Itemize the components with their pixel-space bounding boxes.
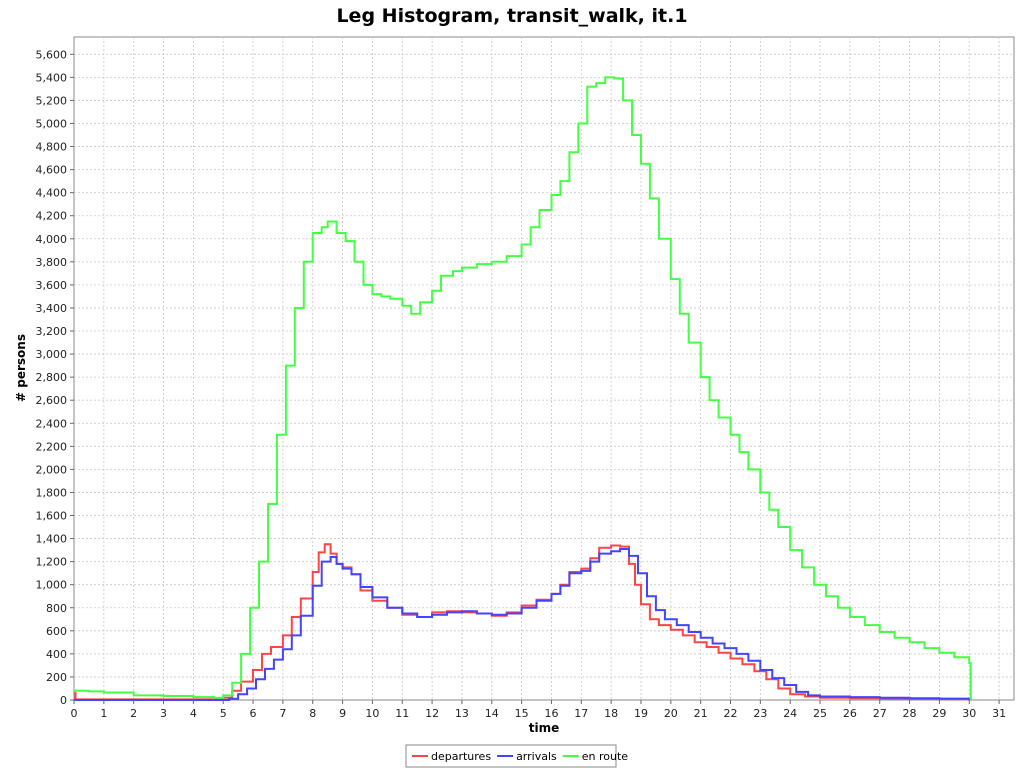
y-tick-label: 2,800 <box>36 371 68 384</box>
x-tick-label: 8 <box>309 707 316 720</box>
legend-label: arrivals <box>516 750 557 763</box>
axes: 02004006008001,0001,2001,4001,6001,8002,… <box>36 48 1007 720</box>
x-tick-label: 1 <box>100 707 107 720</box>
x-tick-label: 20 <box>664 707 678 720</box>
x-tick-label: 7 <box>279 707 286 720</box>
x-tick-label: 25 <box>813 707 827 720</box>
x-tick-label: 2 <box>130 707 137 720</box>
y-tick-label: 3,000 <box>36 348 68 361</box>
x-tick-label: 28 <box>903 707 917 720</box>
x-tick-label: 9 <box>339 707 346 720</box>
x-tick-label: 27 <box>873 707 887 720</box>
y-tick-label: 5,400 <box>36 71 68 84</box>
x-tick-label: 11 <box>395 707 409 720</box>
y-tick-label: 1,200 <box>36 556 68 569</box>
x-tick-label: 3 <box>160 707 167 720</box>
y-tick-label: 200 <box>46 671 67 684</box>
x-tick-label: 22 <box>724 707 738 720</box>
chart-title: Leg Histogram, transit_walk, it.1 <box>336 5 687 27</box>
y-tick-label: 5,000 <box>36 117 68 130</box>
y-tick-label: 2,600 <box>36 394 68 407</box>
plot-area <box>73 36 1015 701</box>
series-line-arrivals <box>74 548 972 701</box>
y-tick-label: 1,800 <box>36 486 68 499</box>
series-lines <box>74 76 972 701</box>
x-tick-label: 13 <box>455 707 469 720</box>
y-tick-label: 5,600 <box>36 48 68 61</box>
x-tick-label: 4 <box>190 707 197 720</box>
y-tick-label: 2,200 <box>36 440 68 453</box>
legend-label: departures <box>431 750 491 763</box>
x-tick-label: 16 <box>544 707 558 720</box>
x-tick-label: 21 <box>694 707 708 720</box>
y-tick-label: 3,800 <box>36 256 68 269</box>
x-tick-label: 12 <box>425 707 439 720</box>
y-tick-label: 1,000 <box>36 579 68 592</box>
y-tick-label: 5,200 <box>36 94 68 107</box>
grid-lines <box>74 37 1014 700</box>
x-tick-label: 18 <box>604 707 618 720</box>
x-tick-label: 19 <box>634 707 648 720</box>
y-tick-label: 400 <box>46 648 67 661</box>
legend-label: en route <box>582 750 629 763</box>
x-tick-label: 5 <box>220 707 227 720</box>
y-tick-label: 2,400 <box>36 417 68 430</box>
x-axis-label: time <box>529 721 560 735</box>
x-tick-label: 30 <box>962 707 976 720</box>
y-tick-label: 1,400 <box>36 533 68 546</box>
series-line-en-route <box>74 76 972 700</box>
y-tick-label: 4,800 <box>36 141 68 154</box>
x-tick-label: 6 <box>250 707 257 720</box>
y-tick-label: 800 <box>46 602 67 615</box>
legend: departures arrivals en route <box>405 744 629 768</box>
y-tick-label: 2,000 <box>36 463 68 476</box>
y-tick-label: 1,600 <box>36 510 68 523</box>
x-tick-label: 29 <box>932 707 946 720</box>
x-tick-label: 14 <box>485 707 499 720</box>
y-tick-label: 4,200 <box>36 210 68 223</box>
y-tick-label: 3,600 <box>36 279 68 292</box>
x-tick-label: 24 <box>783 707 797 720</box>
x-tick-label: 23 <box>753 707 767 720</box>
y-tick-label: 4,400 <box>36 187 68 200</box>
y-tick-label: 4,000 <box>36 233 68 246</box>
y-tick-label: 3,200 <box>36 325 68 338</box>
y-tick-label: 4,600 <box>36 164 68 177</box>
x-tick-label: 17 <box>574 707 588 720</box>
x-tick-label: 15 <box>515 707 529 720</box>
x-tick-label: 31 <box>992 707 1006 720</box>
x-tick-label: 26 <box>843 707 857 720</box>
y-tick-label: 3,400 <box>36 302 68 315</box>
y-tick-label: 600 <box>46 625 67 638</box>
y-axis-label: # persons <box>14 334 28 402</box>
x-tick-label: 10 <box>365 707 379 720</box>
y-tick-label: 0 <box>60 694 67 707</box>
x-tick-label: 0 <box>71 707 78 720</box>
